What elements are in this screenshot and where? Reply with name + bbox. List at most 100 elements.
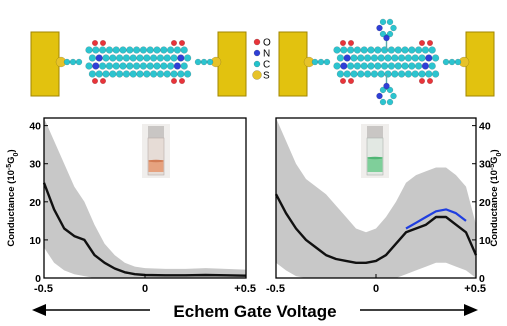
carbon-atom xyxy=(98,62,107,70)
legend-marker-o xyxy=(253,38,261,46)
footer-label: Echem Gate Voltage xyxy=(173,302,336,321)
oxygen-atom xyxy=(178,77,186,85)
carbon-atom xyxy=(160,46,168,54)
nitrogen-atom xyxy=(383,34,390,42)
carbon-atom xyxy=(109,70,117,78)
carbon-atom xyxy=(160,62,168,70)
y-tick-label: 30 xyxy=(29,159,41,171)
vial-left-photo xyxy=(142,124,170,178)
carbon-atom xyxy=(380,62,389,70)
footer-arrow-head-right xyxy=(464,304,478,316)
vial-right-photo xyxy=(361,124,389,178)
legend-marker-c xyxy=(253,60,261,68)
gate-voltage-footer: Echem Gate Voltage xyxy=(32,299,478,321)
carbon-atom xyxy=(183,54,192,62)
carbon-atom xyxy=(166,62,175,70)
carbon-atom xyxy=(317,58,325,66)
carbon-atom xyxy=(386,30,394,38)
oxygen-atom xyxy=(426,77,434,85)
carbon-atom xyxy=(418,54,426,62)
carbon-atom xyxy=(166,46,175,54)
carbon-atom xyxy=(98,46,107,54)
nitrogen-atom xyxy=(92,62,100,70)
carbon-atom xyxy=(370,54,379,62)
carbon-atom xyxy=(63,58,71,66)
nitrogen-atom xyxy=(177,54,185,62)
carbon-atom xyxy=(397,54,406,62)
carbon-atom xyxy=(360,46,368,54)
x-tick-label: +0.5 xyxy=(464,283,486,295)
carbon-atom xyxy=(149,70,158,78)
carbon-atom xyxy=(180,46,188,54)
carbon-atom xyxy=(391,54,399,62)
carbon-atom xyxy=(170,70,178,78)
carbon-atom xyxy=(180,62,188,70)
y-tick-label: 0 xyxy=(479,273,485,285)
carbon-atom xyxy=(143,54,151,62)
carbon-atom xyxy=(404,54,413,62)
carbon-atom xyxy=(163,70,171,78)
y-axis-label-part: ) xyxy=(489,149,500,152)
carbon-atom xyxy=(109,54,117,62)
nitrogen-atom xyxy=(340,62,348,70)
carbon-atom xyxy=(143,70,151,78)
carbon-atom xyxy=(379,18,387,26)
carbon-atom xyxy=(119,46,127,54)
carbon-atom xyxy=(408,62,416,70)
y-axis-label-part: Conductance (10 xyxy=(489,170,500,247)
electrode-right-b xyxy=(465,31,495,97)
carbon-atom xyxy=(367,46,375,54)
carbon-atom xyxy=(177,70,185,78)
vial-right-cap xyxy=(367,126,383,138)
carbon-atom xyxy=(431,54,440,62)
footer-arrow-head-left xyxy=(32,304,46,316)
carbon-atom xyxy=(401,46,409,54)
carbon-atom xyxy=(85,46,93,54)
y-axis-label-part: -5 xyxy=(489,164,496,170)
carbon-atom xyxy=(448,58,456,66)
carbon-atom xyxy=(170,54,178,62)
carbon-atom xyxy=(102,54,110,62)
carbon-atom xyxy=(115,54,124,62)
carbon-atom xyxy=(92,46,100,54)
x-tick-label: -0.5 xyxy=(266,283,285,295)
molecule-atoms-left xyxy=(55,39,222,85)
carbon-atom xyxy=(346,62,355,70)
carbon-atom xyxy=(200,58,208,66)
carbon-atom xyxy=(136,54,144,62)
carbon-atom xyxy=(386,86,394,94)
oxygen-atom xyxy=(418,39,426,47)
legend-marker-s xyxy=(252,70,262,80)
carbon-atom xyxy=(149,54,158,62)
molecule-schematic-left xyxy=(30,31,247,97)
conductance-trace xyxy=(274,193,478,264)
y-axis-label: Conductance (10-5G0) xyxy=(489,149,503,246)
oxygen-atom xyxy=(347,39,355,47)
carbon-atom xyxy=(384,70,392,78)
carbon-atom xyxy=(112,62,120,70)
carbon-atom xyxy=(394,62,402,70)
carbon-atom xyxy=(377,70,385,78)
carbon-atom xyxy=(414,62,423,70)
carbon-atom xyxy=(390,92,397,100)
carbon-atom xyxy=(414,46,423,54)
carbon-atom xyxy=(379,98,387,106)
carbon-atom xyxy=(397,70,406,78)
oxygen-atom xyxy=(347,77,355,85)
y-axis-label-part: -5 xyxy=(6,164,13,170)
legend-label-n: N xyxy=(263,49,270,60)
y-axis-label-part: 0 xyxy=(496,152,503,156)
carbon-atom xyxy=(391,70,399,78)
carbon-atom xyxy=(105,62,114,70)
carbon-atom xyxy=(442,58,450,66)
x-tick-label: 0 xyxy=(373,283,379,295)
carbon-atom xyxy=(153,46,161,54)
oxygen-atom xyxy=(170,77,178,85)
carbon-atom xyxy=(336,54,345,62)
vial-right-meniscus xyxy=(367,156,383,160)
carbon-atom xyxy=(377,54,385,62)
oxygen-atom xyxy=(170,39,178,47)
carbon-atom xyxy=(112,46,120,54)
